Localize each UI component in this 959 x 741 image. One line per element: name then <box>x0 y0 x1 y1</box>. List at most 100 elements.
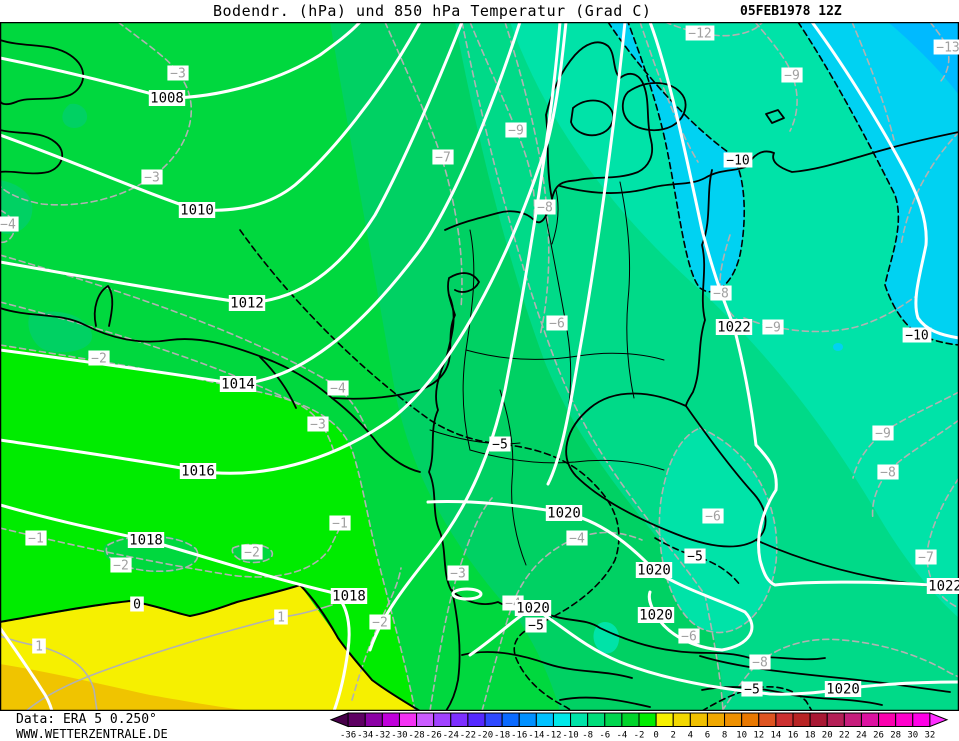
isobar-line <box>546 22 627 486</box>
isotherm-label: −10 <box>902 327 932 344</box>
isotherm-label: −1 <box>329 515 351 532</box>
isobar-line <box>0 22 422 212</box>
colorbar-swatch <box>518 712 537 727</box>
svg-text:1018: 1018 <box>332 589 366 605</box>
website-label: WWW.WETTERZENTRALE.DE <box>16 727 168 741</box>
svg-text:−8: −8 <box>537 201 553 216</box>
country-border <box>331 397 421 473</box>
colorbar-swatch <box>724 712 743 727</box>
isotherm-label: −4 <box>566 530 588 547</box>
isobar-label: 1020 <box>545 505 583 522</box>
isobar-label: 1012 <box>228 295 266 312</box>
isotherm-label: −8 <box>534 199 556 216</box>
isotherm-label: −2 <box>110 557 132 574</box>
svg-text:−6: −6 <box>549 317 565 332</box>
colorbar-swatch <box>484 712 503 727</box>
svg-text:1012: 1012 <box>230 296 264 312</box>
isobar-label: 1008 <box>148 90 186 107</box>
svg-text:−2: −2 <box>244 546 260 561</box>
isotherm-label: −5 <box>684 548 706 565</box>
svg-text:1014: 1014 <box>221 377 255 393</box>
isobar-line <box>0 503 351 711</box>
colorbar-tick-label: -22 <box>460 731 476 741</box>
svg-text:−3: −3 <box>170 67 186 82</box>
country-border <box>259 356 297 409</box>
isobar-label: 1020 <box>635 562 673 579</box>
country-border <box>559 696 651 708</box>
country-border <box>0 272 480 400</box>
isotherm-label: −13 <box>933 39 959 56</box>
isotherm-label: −6 <box>546 315 568 332</box>
isotherm-label: −3 <box>167 65 189 82</box>
colorbar-tick-label: -20 <box>477 731 493 741</box>
temperature-fill-region <box>0 664 252 711</box>
isotherm-line <box>900 131 959 247</box>
isotherm-line <box>0 520 344 578</box>
isotherm-label: −5 <box>525 617 547 634</box>
colorbar-tick-label: 28 <box>890 731 901 741</box>
colorbar-swatch <box>364 712 383 727</box>
svg-text:−8: −8 <box>880 466 896 481</box>
colorbar-swatch <box>604 712 623 727</box>
isotherm-label: −9 <box>762 319 784 336</box>
country-border <box>621 82 687 132</box>
colorbar-tick-label: 30 <box>907 731 918 741</box>
colorbar-tick-label: -8 <box>582 731 593 741</box>
isobar-line <box>0 22 362 100</box>
svg-text:1018: 1018 <box>129 533 163 549</box>
colorbar-tick-label: -24 <box>443 731 459 741</box>
colorbar-tick-label: -16 <box>511 731 527 741</box>
svg-text:−5: −5 <box>528 619 544 634</box>
isotherm-label: −7 <box>915 549 937 566</box>
svg-text:1: 1 <box>277 611 285 626</box>
country-border <box>570 99 614 137</box>
colorbar-swatch <box>672 712 691 727</box>
svg-text:−7: −7 <box>918 551 934 566</box>
svg-text:−10: −10 <box>905 329 928 344</box>
state-border <box>429 429 521 445</box>
data-source-label: Data: ERA 5 0.250° <box>16 712 157 727</box>
colorbar-tick-label: -34 <box>357 731 373 741</box>
isotherm-label: −2 <box>241 544 263 561</box>
isobar-line <box>810 22 959 340</box>
isotherm-label: 1 <box>32 638 46 655</box>
isotherm-label: −9 <box>505 122 527 139</box>
isotherm-line-emphasized <box>239 229 620 711</box>
temperature-fill-region <box>0 585 420 711</box>
colorbar-swatch <box>450 712 469 727</box>
weather-map: −3−3−4−7−9−8−12−9−13−10−2−4−3−6−8−9−10−9… <box>0 22 959 711</box>
isotherm-line <box>384 22 463 309</box>
country-border <box>0 39 85 106</box>
isobar-ring <box>451 587 483 601</box>
colorbar-swatch <box>467 712 486 727</box>
isotherm-label: −4 <box>0 216 19 233</box>
colorbar-right-arrow <box>929 712 949 728</box>
isotherm-line <box>0 254 367 429</box>
isotherm-label: −12 <box>685 25 715 42</box>
colorbar-swatch <box>792 712 811 727</box>
colorbar-swatch <box>570 712 589 727</box>
isobar-line <box>0 22 522 386</box>
colorbar-tick-label: -36 <box>340 731 356 741</box>
colorbar-tick-label: 22 <box>839 731 850 741</box>
svg-text:−9: −9 <box>508 124 524 139</box>
colorbar-swatch <box>843 712 862 727</box>
svg-text:−6: −6 <box>681 630 697 645</box>
isotherm-label: 1 <box>274 609 288 626</box>
colorbar-tick-label: 20 <box>822 731 833 741</box>
isobar-label: 1018 <box>330 588 368 605</box>
isobar-label: 1022 <box>715 319 753 336</box>
colorbar-tick-label: 2 <box>671 731 676 741</box>
colorbar-swatch <box>416 712 435 727</box>
colorbar-swatch <box>381 712 400 727</box>
title-bar: Bodendr. (hPa) und 850 hPa Temperatur (G… <box>0 0 959 22</box>
svg-text:−2: −2 <box>113 559 129 574</box>
isotherm-label: −3 <box>447 565 469 582</box>
colorbar-left-arrow <box>329 712 349 728</box>
svg-text:−1: −1 <box>28 532 44 547</box>
isotherm-label: −8 <box>710 285 732 302</box>
temperature-colorbar: -36 -34 -32 -30 -28 -26 -24 -22 -20 -18 -16 -14 -12-… <box>329 712 949 741</box>
temperature-fill-region <box>593 622 620 654</box>
colorbar-tick-label: -18 <box>494 731 510 741</box>
country-border <box>445 589 461 711</box>
